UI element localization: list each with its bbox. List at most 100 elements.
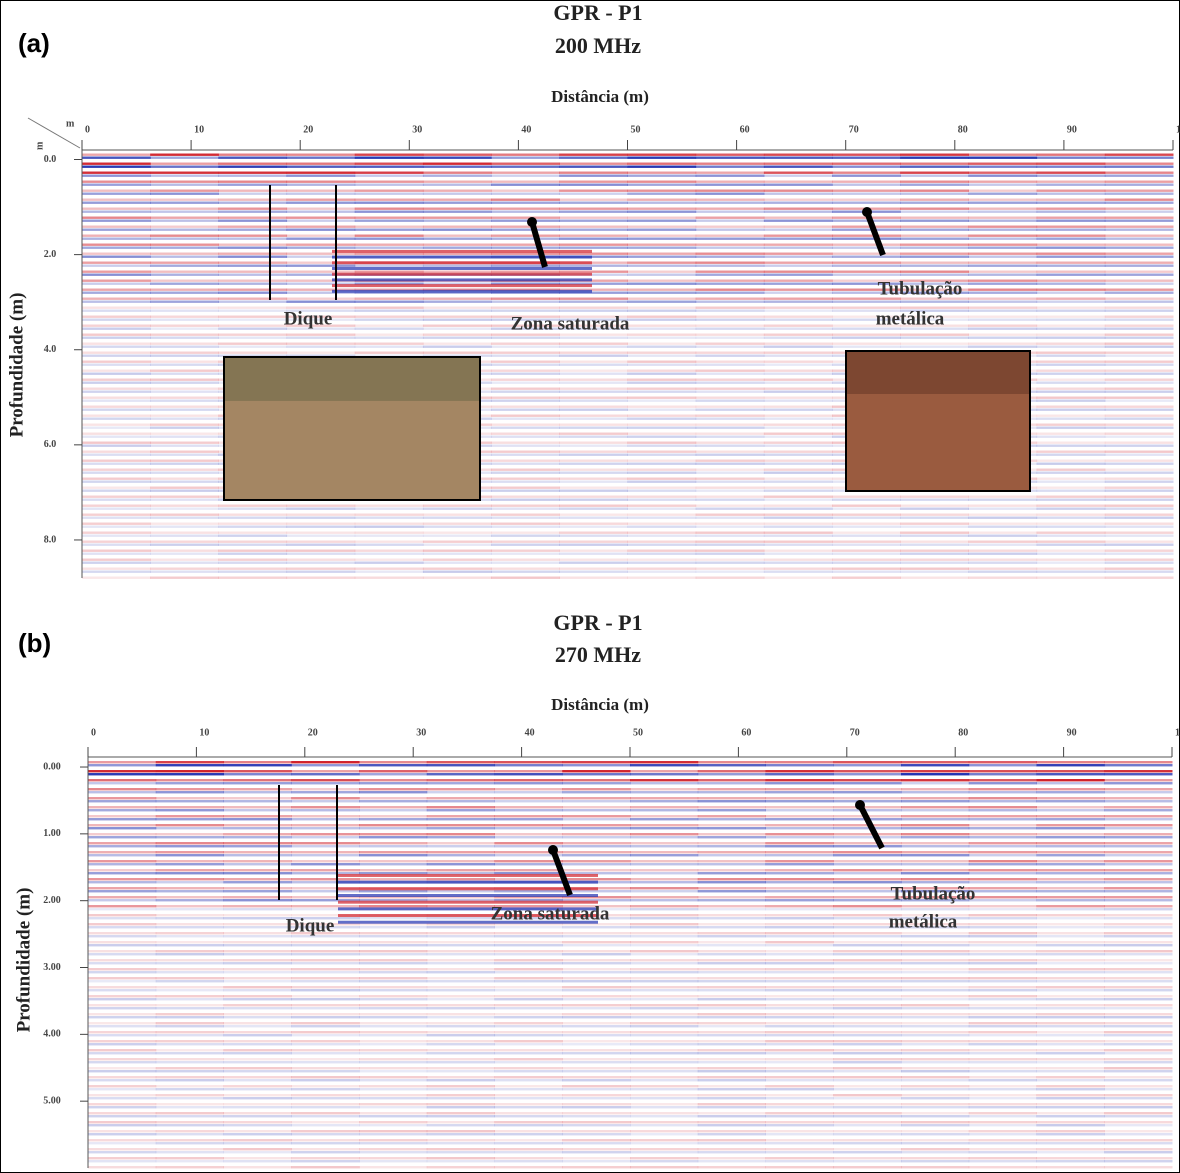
radargram-texture bbox=[359, 1028, 427, 1030]
radargram-texture bbox=[968, 226, 1037, 228]
radargram-texture bbox=[766, 794, 834, 796]
radargram-texture bbox=[1037, 487, 1106, 489]
radargram-texture bbox=[562, 785, 630, 787]
radargram-texture bbox=[287, 535, 356, 537]
radargram-texture bbox=[628, 571, 697, 573]
radargram-texture bbox=[562, 791, 630, 793]
radargram-texture bbox=[901, 977, 969, 979]
radargram-texture bbox=[833, 1043, 901, 1045]
radargram-texture bbox=[969, 854, 1037, 856]
radargram-texture bbox=[491, 433, 560, 435]
radargram-texture bbox=[900, 541, 969, 543]
radargram-texture bbox=[495, 1052, 563, 1054]
radargram-texture bbox=[698, 866, 766, 868]
radargram-texture bbox=[630, 998, 698, 1000]
radargram-texture bbox=[696, 415, 765, 417]
radargram-texture bbox=[150, 478, 219, 480]
radargram-texture bbox=[287, 223, 356, 225]
radargram-texture bbox=[1104, 794, 1172, 796]
radargram-texture bbox=[559, 229, 628, 231]
radargram-texture bbox=[969, 950, 1037, 952]
radargram-texture bbox=[1105, 418, 1174, 420]
radargram-texture bbox=[1037, 409, 1106, 411]
radargram-texture bbox=[291, 947, 359, 949]
radargram-texture bbox=[559, 172, 628, 174]
radargram-texture bbox=[696, 484, 765, 486]
radargram-texture bbox=[1037, 523, 1106, 525]
radargram-texture bbox=[359, 1115, 427, 1117]
radargram-texture bbox=[423, 220, 492, 222]
radargram-texture bbox=[156, 1046, 224, 1048]
radargram-texture bbox=[900, 538, 969, 540]
radargram-texture bbox=[1105, 574, 1174, 576]
radargram-texture bbox=[423, 304, 492, 306]
radargram-texture bbox=[82, 556, 151, 558]
radargram-texture bbox=[628, 577, 697, 579]
radargram-texture bbox=[495, 1157, 563, 1159]
radargram-texture bbox=[630, 875, 698, 877]
radargram-texture bbox=[562, 1085, 630, 1087]
radargram-texture bbox=[1037, 953, 1105, 955]
radargram-texture bbox=[291, 1085, 359, 1087]
radargram-texture bbox=[900, 235, 969, 237]
radargram-texture bbox=[901, 1127, 969, 1129]
radargram-texture bbox=[764, 577, 833, 579]
radargram-texture bbox=[88, 935, 156, 937]
radargram-texture bbox=[696, 370, 765, 372]
radargram-texture bbox=[900, 331, 969, 333]
radargram-texture bbox=[1037, 1010, 1105, 1012]
radargram-texture bbox=[901, 1034, 969, 1036]
radargram-texture bbox=[1037, 1076, 1105, 1078]
radargram-texture bbox=[291, 857, 359, 859]
radargram-texture bbox=[766, 827, 834, 829]
radargram-texture bbox=[224, 1061, 292, 1063]
radargram-texture bbox=[696, 478, 765, 480]
radargram-texture bbox=[696, 295, 765, 297]
radargram-texture bbox=[427, 854, 495, 856]
radargram-texture bbox=[696, 427, 765, 429]
radargram-texture bbox=[630, 872, 698, 874]
radargram-texture bbox=[495, 1007, 563, 1009]
radargram-texture bbox=[355, 199, 424, 201]
radargram-texture bbox=[150, 286, 219, 288]
radargram-texture bbox=[696, 244, 765, 246]
radargram-texture bbox=[628, 424, 697, 426]
radargram-texture bbox=[969, 1049, 1037, 1051]
radargram-texture bbox=[969, 1001, 1037, 1003]
radargram-texture bbox=[764, 376, 833, 378]
radargram-texture bbox=[764, 544, 833, 546]
radargram-texture bbox=[82, 445, 151, 447]
radargram-texture bbox=[764, 358, 833, 360]
radargram-texture bbox=[1037, 346, 1106, 348]
radargram-texture bbox=[764, 211, 833, 213]
radargram-texture bbox=[88, 1166, 156, 1168]
radargram-texture bbox=[291, 1103, 359, 1105]
radargram-texture bbox=[423, 166, 492, 168]
radargram-texture bbox=[88, 938, 156, 940]
radargram-texture bbox=[630, 1010, 698, 1012]
radargram-texture bbox=[150, 490, 219, 492]
radargram-texture bbox=[491, 160, 560, 162]
radargram-texture bbox=[628, 376, 697, 378]
radargram-texture bbox=[901, 1100, 969, 1102]
radargram-texture bbox=[764, 406, 833, 408]
radargram-texture bbox=[88, 848, 156, 850]
radargram-texture bbox=[1037, 1136, 1105, 1138]
radargram-texture bbox=[495, 932, 563, 934]
radargram-texture bbox=[764, 253, 833, 255]
radargram-texture bbox=[901, 1025, 969, 1027]
radargram-texture bbox=[696, 469, 765, 471]
radargram-texture bbox=[88, 1028, 156, 1030]
radargram-texture bbox=[698, 803, 766, 805]
radargram-texture bbox=[291, 974, 359, 976]
radargram-texture bbox=[628, 181, 697, 183]
radargram-texture bbox=[698, 782, 766, 784]
radargram-texture bbox=[1105, 220, 1174, 222]
radargram-texture bbox=[1104, 785, 1172, 787]
radargram-texture bbox=[630, 938, 698, 940]
radargram-texture bbox=[491, 523, 560, 525]
radargram-texture bbox=[88, 794, 156, 796]
radargram-texture bbox=[423, 205, 492, 207]
y-tick-label: 0.00 bbox=[43, 761, 61, 772]
radargram-texture bbox=[969, 1163, 1037, 1165]
